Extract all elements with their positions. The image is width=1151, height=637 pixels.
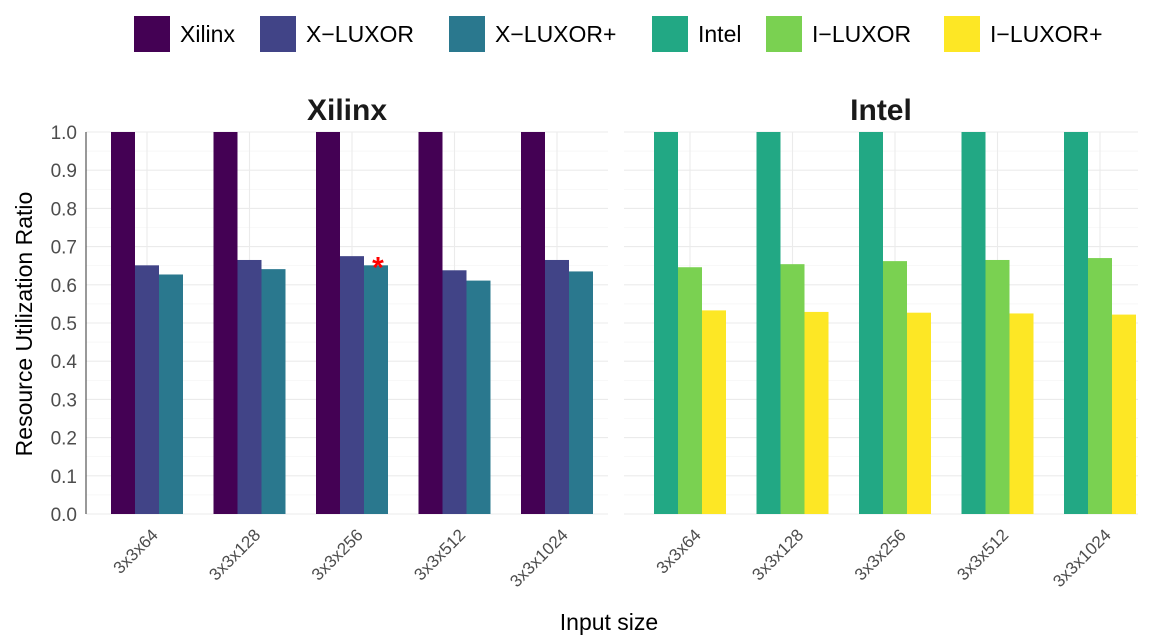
bar-x-luxor-plus-3x3x64 xyxy=(159,274,183,514)
annotation-asterisk: * xyxy=(372,251,384,284)
legend-label: Xilinx xyxy=(180,21,235,47)
legend-swatch xyxy=(652,16,688,52)
x-tick-label: 3x3x1024 xyxy=(1049,525,1115,591)
bar-intel-3x3x64 xyxy=(654,132,678,514)
bar-i-luxor-plus-3x3x256 xyxy=(907,312,931,514)
legend-swatch xyxy=(260,16,296,52)
legend-item-x-luxor-plus: X−LUXOR+ xyxy=(449,16,616,52)
bar-i-luxor-plus-3x3x1024 xyxy=(1112,314,1136,514)
bar-x-luxor-3x3x512 xyxy=(442,270,467,514)
legend-swatch xyxy=(134,16,170,52)
y-axis-title: Resource Utilization Ratio xyxy=(11,192,37,457)
bar-intel-3x3x128 xyxy=(756,132,781,514)
facet-title: Intel xyxy=(850,94,912,127)
y-axis: 0.0 0.1 0.2 0.3 0.4 0.5 0.6 0.7 0.8 0.9 1.0 xyxy=(51,123,87,526)
legend-label: X−LUXOR+ xyxy=(495,21,616,47)
legend-label: I−LUXOR xyxy=(812,21,911,47)
y-tick-label: 1.0 xyxy=(51,123,77,144)
bar-x-luxor-3x3x1024 xyxy=(545,259,569,514)
bar-intel-3x3x1024 xyxy=(1064,132,1088,514)
y-tick-label: 0.8 xyxy=(51,199,77,220)
bar-intel-3x3x512 xyxy=(961,132,986,514)
x-tick-label: 3x3x512 xyxy=(410,525,469,584)
legend: Xilinx X−LUXOR X−LUXOR+ Intel I−LUXOR I−LUXOR… xyxy=(134,16,1103,52)
bar-i-luxor-3x3x1024 xyxy=(1088,258,1112,514)
bar-i-luxor-plus-3x3x512 xyxy=(1009,313,1034,514)
bar-xilinx-3x3x512 xyxy=(418,132,443,514)
bar-xilinx-3x3x256 xyxy=(316,132,340,514)
facet-intel: Intel 3x3x64 3x3x128 3x3x256 3x3x512 3x3x1024 xyxy=(624,94,1138,591)
legend-item-xilinx: Xilinx xyxy=(134,16,235,52)
y-tick-label: 0.2 xyxy=(51,429,77,450)
x-tick-label: 3x3x128 xyxy=(748,525,807,584)
bar-xilinx-3x3x64 xyxy=(111,132,135,514)
bar-i-luxor-plus-3x3x128 xyxy=(804,311,829,514)
facet-title: Xilinx xyxy=(307,94,387,127)
x-tick-label: 3x3x1024 xyxy=(506,525,572,591)
legend-item-i-luxor: I−LUXOR xyxy=(766,16,911,52)
bar-x-luxor-3x3x64 xyxy=(135,265,159,514)
y-tick-label: 0.9 xyxy=(51,161,77,182)
bar-i-luxor-plus-3x3x64 xyxy=(702,310,726,514)
legend-swatch xyxy=(944,16,980,52)
x-tick-label: 3x3x64 xyxy=(653,525,705,577)
legend-swatch xyxy=(766,16,802,52)
y-tick-label: 0.4 xyxy=(51,352,78,373)
bar-i-luxor-3x3x128 xyxy=(780,264,805,514)
y-tick-label: 0.7 xyxy=(51,238,77,259)
bar-x-luxor-3x3x256 xyxy=(340,256,364,514)
facet-panels: Xilinx * 3x3x64 3x3x128 3x3x256 3x3x512 3x3x10… xyxy=(86,94,1138,591)
y-tick-label: 0.0 xyxy=(51,505,77,526)
bar-x-luxor-plus-3x3x512 xyxy=(466,280,491,514)
bar-x-luxor-3x3x128 xyxy=(237,259,262,514)
legend-item-intel: Intel xyxy=(652,16,741,52)
bar-xilinx-3x3x128 xyxy=(213,132,238,514)
x-tick-label: 3x3x64 xyxy=(110,525,162,577)
bar-i-luxor-3x3x512 xyxy=(985,259,1010,514)
x-axis-title: Input size xyxy=(560,609,658,635)
bar-i-luxor-3x3x256 xyxy=(883,261,907,514)
bar-x-luxor-plus-3x3x1024 xyxy=(569,271,593,514)
bar-xilinx-3x3x1024 xyxy=(521,132,545,514)
legend-label: X−LUXOR xyxy=(306,21,414,47)
bar-i-luxor-3x3x64 xyxy=(678,267,702,514)
x-tick-label: 3x3x512 xyxy=(953,525,1012,584)
facet-xilinx: Xilinx * 3x3x64 3x3x128 3x3x256 3x3x512 3x3x10… xyxy=(86,94,608,591)
legend-item-x-luxor: X−LUXOR xyxy=(260,16,414,52)
y-tick-label: 0.6 xyxy=(51,276,77,297)
bar-intel-3x3x256 xyxy=(859,132,883,514)
x-tick-label: 3x3x256 xyxy=(851,525,910,584)
legend-label: I−LUXOR+ xyxy=(990,21,1103,47)
legend-item-i-luxor-plus: I−LUXOR+ xyxy=(944,16,1103,52)
x-tick-label: 3x3x128 xyxy=(205,525,264,584)
x-tick-label: 3x3x256 xyxy=(308,525,367,584)
bar-x-luxor-plus-3x3x128 xyxy=(261,269,286,514)
y-tick-label: 0.5 xyxy=(51,314,77,335)
bar-x-luxor-plus-3x3x256 xyxy=(364,265,388,514)
y-tick-label: 0.1 xyxy=(51,467,77,488)
y-tick-label: 0.3 xyxy=(51,390,77,411)
legend-label: Intel xyxy=(698,21,741,47)
legend-swatch xyxy=(449,16,485,52)
